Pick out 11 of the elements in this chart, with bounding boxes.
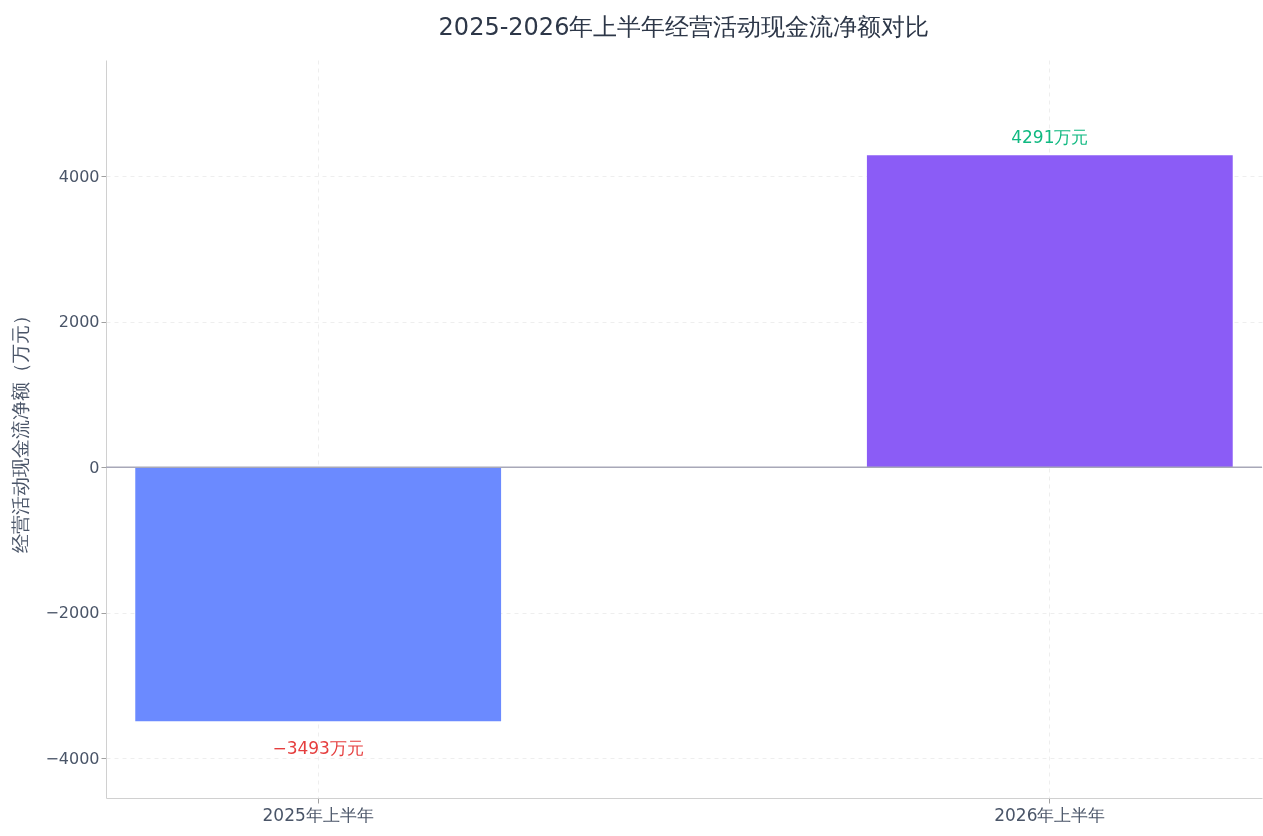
y-tick-label: −2000 <box>45 603 100 623</box>
x-tick-label: 2026年上半年 <box>994 804 1106 825</box>
y-tick-label: 4000 <box>58 166 100 186</box>
y-tick-label: −4000 <box>45 748 100 768</box>
y-axis-title: 经营活动现金流净额（万元） <box>9 306 32 553</box>
data-label: −3493万元 <box>272 738 364 759</box>
chart-title: 2025-2026年上半年经营活动现金流净额对比 <box>438 13 930 41</box>
y-tick-label: 0 <box>89 457 100 477</box>
data-label: 4291万元 <box>1011 127 1089 148</box>
y-tick-label: 2000 <box>58 312 100 332</box>
x-tick-label: 2025年上半年 <box>262 804 374 825</box>
